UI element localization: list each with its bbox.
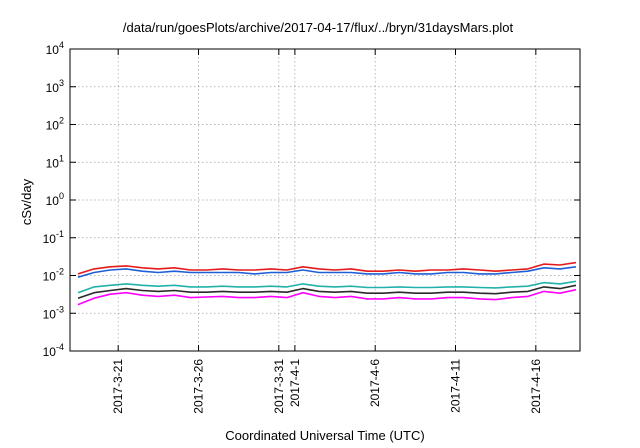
y-tick-exponent: 1 xyxy=(59,153,64,163)
series-layer xyxy=(77,261,577,306)
x-tick-label: 2017-4-6 xyxy=(368,359,382,407)
y-tick-label: 10-1 xyxy=(43,229,64,246)
y-tick-base: 10 xyxy=(46,194,60,208)
y-tick-base: 10 xyxy=(46,43,60,57)
y-tick-label: 103 xyxy=(46,78,64,95)
y-tick-exponent: -4 xyxy=(56,342,64,352)
y-tick-label: 10-3 xyxy=(43,304,64,321)
x-tick-label: 2017-3-31 xyxy=(272,359,286,414)
x-tick-label: 2017-3-21 xyxy=(111,359,125,414)
y-tick-base: 10 xyxy=(46,156,60,170)
series-line-5 xyxy=(77,288,577,306)
y-tick-base: 10 xyxy=(43,232,57,246)
y-tick-exponent: 4 xyxy=(59,40,64,50)
series-line-3 xyxy=(77,280,577,294)
y-tick-exponent: -2 xyxy=(56,267,64,277)
y-tick-exponent: 0 xyxy=(59,191,64,201)
x-tick-label: 2017-4-11 xyxy=(449,359,463,413)
chart-title: /data/run/goesPlots/archive/2017-04-17/f… xyxy=(123,20,514,35)
x-tick-label: 2017-4-1 xyxy=(288,359,302,407)
y-tick-base: 10 xyxy=(43,270,57,284)
y-tick-label: 100 xyxy=(46,191,64,208)
x-tick-label: 2017-4-16 xyxy=(529,359,543,414)
y-tick-exponent: 2 xyxy=(59,116,64,126)
y-tick-label: 101 xyxy=(46,153,64,170)
y-tick-label: 104 xyxy=(46,40,64,57)
y-tick-label: 10-4 xyxy=(43,342,64,359)
y-tick-base: 10 xyxy=(43,345,57,359)
series-line-4 xyxy=(77,284,577,299)
y-tick-base: 10 xyxy=(46,119,60,133)
y-tick-exponent: -1 xyxy=(56,229,64,239)
y-tick-base: 10 xyxy=(46,81,60,95)
series-line-1 xyxy=(77,261,577,275)
y-tick-exponent: -3 xyxy=(56,304,64,314)
y-tick-exponent: 3 xyxy=(59,78,64,88)
y-tick-base: 10 xyxy=(43,307,57,321)
y-tick-label: 102 xyxy=(46,116,64,133)
y-tick-label: 10-2 xyxy=(43,267,64,284)
grid xyxy=(70,49,580,351)
y-axis-label: cSv/day xyxy=(19,178,34,225)
x-tick-label: 2017-3-26 xyxy=(192,359,206,414)
series-line-2 xyxy=(77,266,577,278)
ticks: 10-410-310-210-11001011021031042017-3-21… xyxy=(43,40,580,414)
x-axis-label: Coordinated Universal Time (UTC) xyxy=(225,428,424,443)
